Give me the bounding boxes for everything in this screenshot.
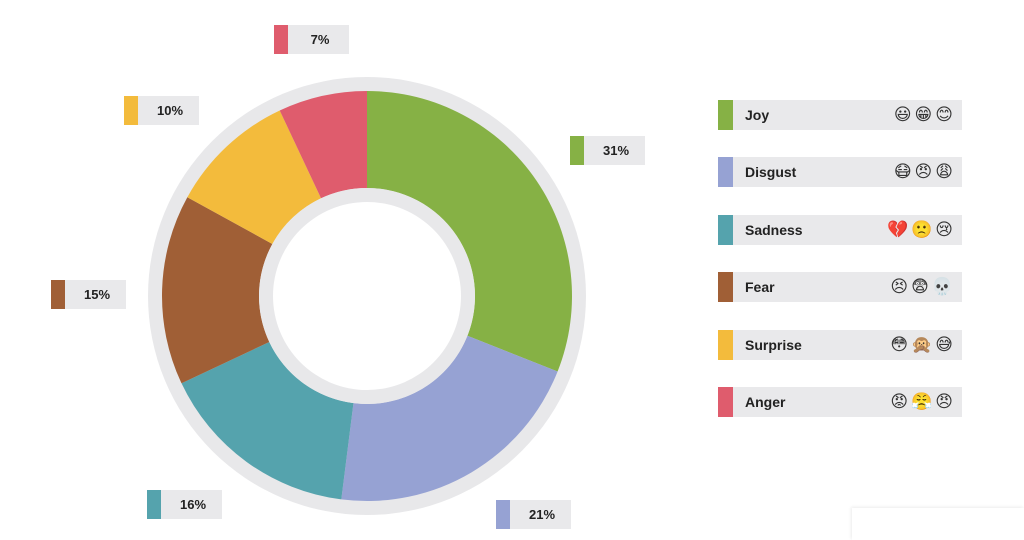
legend-swatch xyxy=(718,386,733,417)
emoji-icons: 😃😁😊 xyxy=(893,105,956,125)
data-label-text: 21% xyxy=(529,507,555,522)
emoji-icons: 😡😤😠 xyxy=(890,391,956,412)
legend-swatch xyxy=(718,157,733,188)
data-label-text: 15% xyxy=(84,287,110,302)
data-label-anger: 7% xyxy=(274,25,349,54)
data-label-fear: 15% xyxy=(51,280,126,309)
legend-item-joy: Joy 😃😁😊 xyxy=(718,100,962,130)
legend-swatch xyxy=(718,214,733,245)
slice-disgust xyxy=(341,335,558,501)
legend-item-surprise: Surprise 😳🙊😅 xyxy=(718,329,962,360)
data-label-text: 7% xyxy=(311,32,330,47)
legend-item-anger: Anger 😡😤😠 xyxy=(718,386,962,417)
data-label-surprise: 10% xyxy=(124,96,199,125)
legend-label: Sadness xyxy=(745,221,803,238)
data-label-text: 31% xyxy=(603,143,629,158)
emoji-icons: 😣😨💀 xyxy=(890,277,956,298)
legend-item-sadness: Sadness 💔🙁😢 xyxy=(718,214,962,245)
data-label-joy: 31% xyxy=(570,136,645,165)
data-label-sadness: 16% xyxy=(147,490,222,519)
emoji-icons: 😳🙊😅 xyxy=(890,334,956,355)
donut-hole xyxy=(273,202,461,390)
legend-swatch xyxy=(718,329,733,360)
legend-item-fear: Fear 😣😨💀 xyxy=(718,272,962,303)
data-label-text: 16% xyxy=(180,497,206,512)
legend-label: Anger xyxy=(745,393,786,410)
slice-surprise xyxy=(187,110,322,244)
legend-swatch xyxy=(718,100,733,130)
legend-item-disgust: Disgust 😷😠😩 xyxy=(718,157,962,188)
data-label-text: 10% xyxy=(157,103,183,118)
slice-fear xyxy=(162,197,273,384)
slice-sadness xyxy=(181,341,354,500)
legend-label: Joy xyxy=(745,107,770,123)
legend-label: Surprise xyxy=(745,336,802,353)
emoji-icons: 💔🙁😢 xyxy=(886,219,956,240)
slice-joy xyxy=(367,91,572,372)
data-label-disgust: 21% xyxy=(496,500,571,529)
emoji-icons: 😷😠😩 xyxy=(893,162,956,183)
legend: Joy 😃😁😊 Disgust 😷😠😩 Sadness 💔🙁😢 Fear 😣😨💀 Surpris… xyxy=(718,100,962,444)
legend-label: Disgust xyxy=(745,164,797,181)
legend-swatch xyxy=(718,272,733,303)
corner-panel xyxy=(852,508,1024,540)
legend-label: Fear xyxy=(745,279,775,296)
slice-anger xyxy=(279,91,367,199)
